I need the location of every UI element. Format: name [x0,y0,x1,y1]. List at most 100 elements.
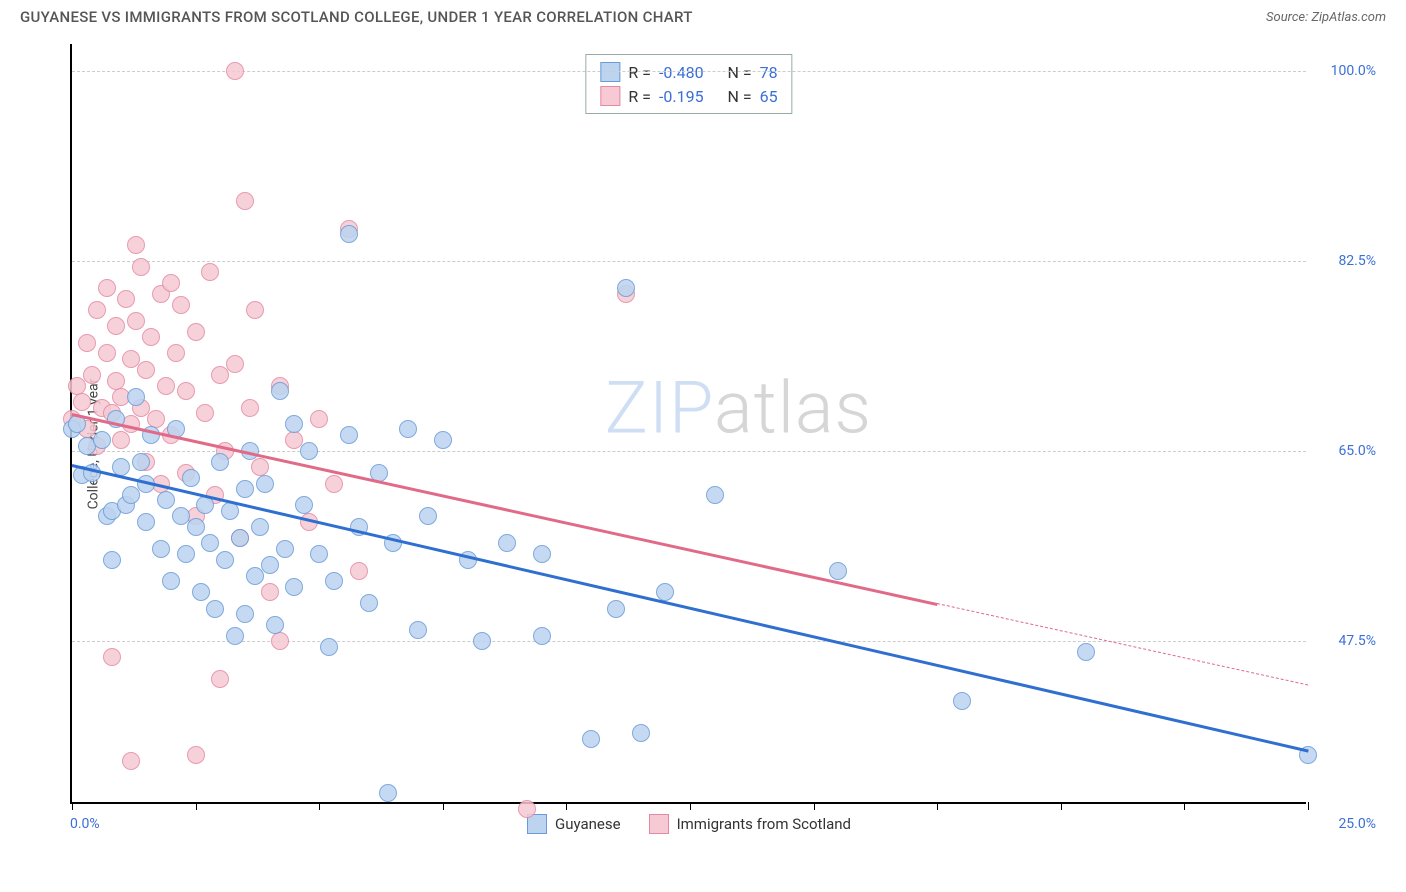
data-point [192,583,210,601]
data-point [266,616,284,634]
grid-line [72,641,1306,642]
x-axis-min-label: 0.0% [70,816,100,832]
data-point [632,724,650,742]
data-point [162,274,180,292]
data-point [295,496,313,514]
corr-swatch-1 [600,86,620,106]
data-point [953,692,971,710]
data-point [236,192,254,210]
data-point [83,366,101,384]
data-point [276,540,294,558]
data-point [256,475,274,493]
data-point [157,377,175,395]
trend-line-extrapolated [937,603,1308,685]
data-point [117,290,135,308]
data-point [103,551,121,569]
data-point [142,328,160,346]
data-point [310,545,328,563]
data-point [107,317,125,335]
x-tick [1308,802,1309,810]
data-point [196,496,214,514]
data-point [285,415,303,433]
x-tick [443,802,444,810]
data-point [157,491,175,509]
data-point [582,730,600,748]
data-point [360,594,378,612]
legend-swatch-1 [649,814,669,834]
data-point [177,545,195,563]
corr-n-1: 65 [760,87,778,106]
data-point [211,453,229,471]
chart-container: College, Under 1 year ZIPatlas R = -0.48… [20,34,1386,854]
data-point [187,518,205,536]
source-name: ZipAtlas.com [1311,10,1386,25]
watermark: ZIPatlas [605,365,872,450]
data-point [182,469,200,487]
data-point [246,301,264,319]
x-tick [196,802,197,810]
x-tick [72,802,73,810]
data-point [73,393,91,411]
data-point [340,225,358,243]
data-point [127,388,145,406]
data-point [132,258,150,276]
data-point [78,334,96,352]
data-point [127,236,145,254]
data-point [162,572,180,590]
data-point [127,312,145,330]
data-point [320,638,338,656]
data-point [241,399,259,417]
grid-line [72,261,1306,262]
y-tick-label: 100.0% [1316,63,1376,79]
data-point [533,545,551,563]
trend-line [72,464,1309,752]
data-point [226,355,244,373]
data-point [167,344,185,362]
data-point [419,507,437,525]
data-point [201,263,219,281]
y-tick-label: 82.5% [1316,253,1376,269]
data-point [829,562,847,580]
data-point [473,632,491,650]
data-point [285,578,303,596]
data-point [350,562,368,580]
legend-label-0: Guyanese [555,815,621,833]
data-point [98,279,116,297]
legend-item-0: Guyanese [527,814,621,834]
x-axis-max-label: 25.0% [1316,816,1376,832]
series-legend: Guyanese Immigrants from Scotland [527,814,851,834]
y-tick-label: 47.5% [1316,633,1376,649]
chart-header: GUYANESE VS IMMIGRANTS FROM SCOTLAND COL… [0,0,1406,34]
data-point [137,361,155,379]
corr-r-label: R = [628,87,651,106]
chart-title: GUYANESE VS IMMIGRANTS FROM SCOTLAND COL… [20,8,693,26]
data-point [226,62,244,80]
data-point [201,534,219,552]
data-point [236,605,254,623]
data-point [211,670,229,688]
data-point [325,572,343,590]
data-point [533,627,551,645]
data-point [310,410,328,428]
x-tick [814,802,815,810]
grid-line [72,71,1306,72]
corr-row-1: R = -0.195 N = 65 [600,84,777,108]
data-point [300,442,318,460]
data-point [107,372,125,390]
data-point [177,382,195,400]
x-tick [319,802,320,810]
data-point [103,648,121,666]
x-tick [566,802,567,810]
data-point [236,480,254,498]
y-tick-label: 65.0% [1316,443,1376,459]
data-point [132,453,150,471]
data-point [434,431,452,449]
data-point [261,583,279,601]
data-point [607,600,625,618]
data-point [98,344,116,362]
corr-n-label: N = [728,87,752,106]
data-point [93,431,111,449]
plot-area: ZIPatlas R = -0.480 N = 78 R = -0.195 N … [70,44,1306,804]
data-point [340,426,358,444]
data-point [251,518,269,536]
